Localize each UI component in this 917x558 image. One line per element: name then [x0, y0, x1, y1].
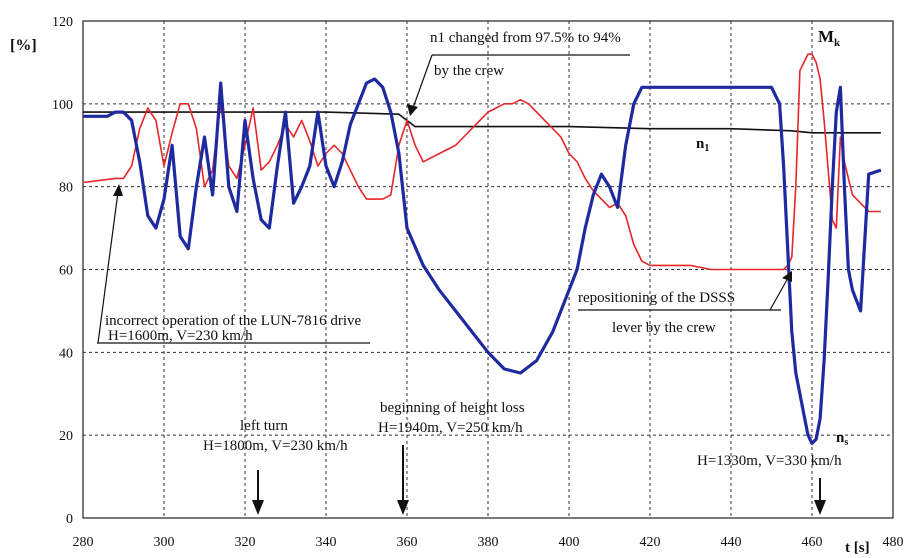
- arrowhead-height-loss: [397, 500, 409, 515]
- annotation-arrow-dsss: [769, 277, 789, 311]
- annotation-height-loss-line1: beginning of height loss: [380, 400, 525, 416]
- y-tick-label: 100: [52, 98, 73, 113]
- y-tick-labels: 0 20 40 60 80 100 120: [52, 15, 73, 527]
- arrowhead-lun: [113, 184, 123, 196]
- x-tick-label: 280: [73, 535, 94, 550]
- annotation-lun-line1: incorrect operation of the LUN-7816 driv…: [105, 313, 361, 329]
- annotation-arrow-n1: [412, 54, 433, 109]
- annotation-n1-change-line1: n1 changed from 97.5% to 94%: [430, 30, 621, 46]
- x-tick-label: 340: [316, 535, 337, 550]
- x-tick-label: 300: [154, 535, 175, 550]
- x-tick-label: 400: [559, 535, 580, 550]
- series-label-ns: ns: [836, 430, 848, 448]
- chart-axes: [82, 20, 894, 519]
- arrowhead-n1: [407, 104, 418, 116]
- annotation-height-loss-line2: H=1940m, V=250 km/h: [378, 420, 523, 436]
- annotation-dsss-line1: repositioning of the DSSS: [578, 290, 735, 306]
- x-tick-label: 440: [721, 535, 742, 550]
- y-axis-label: [%]: [10, 37, 37, 54]
- annotation-left-turn-line2: H=1800m, V=230 km/h: [203, 438, 348, 454]
- x-tick-label: 480: [883, 535, 904, 550]
- x-tick-label: 420: [640, 535, 661, 550]
- x-tick-label: 380: [478, 535, 499, 550]
- x-tick-label: 460: [802, 535, 823, 550]
- y-tick-label: 0: [66, 512, 73, 527]
- chart-series: [82, 53, 882, 445]
- series-line-n1: [83, 111, 881, 134]
- annotation-left-turn-line1: left turn: [240, 418, 288, 434]
- series-line-mk: [82, 53, 881, 271]
- y-tick-label: 20: [59, 429, 73, 444]
- y-tick-label: 80: [59, 181, 73, 196]
- series-line-ns: [83, 77, 882, 445]
- series-label-mk: Mk: [818, 27, 841, 49]
- x-axis-label: t [s]: [845, 540, 870, 556]
- annotation-1330-line: H=1330m, V=330 km/h: [697, 453, 842, 469]
- series-label-n1: n1: [696, 136, 709, 154]
- plot-frame: [82, 20, 894, 519]
- y-tick-label: 120: [52, 15, 73, 30]
- y-tick-label: 60: [59, 264, 73, 279]
- y-tick-label: 40: [59, 346, 73, 361]
- annotation-n1-change-line2: by the crew: [434, 63, 504, 79]
- annotation-arrow-lun: [97, 191, 119, 344]
- arrowhead-left-turn: [252, 500, 264, 515]
- arrowhead-dsss: [782, 271, 792, 282]
- annotation-lun-line2: H=1600m, V=230 km/h: [108, 328, 253, 344]
- x-tick-label: 360: [397, 535, 418, 550]
- x-tick-label: 320: [235, 535, 256, 550]
- annotation-dsss-line2: lever by the crew: [612, 320, 716, 336]
- arrowhead-1330: [814, 500, 826, 515]
- x-tick-labels: 280 300 320 340 360 380 400 420 440 460 480: [73, 535, 904, 550]
